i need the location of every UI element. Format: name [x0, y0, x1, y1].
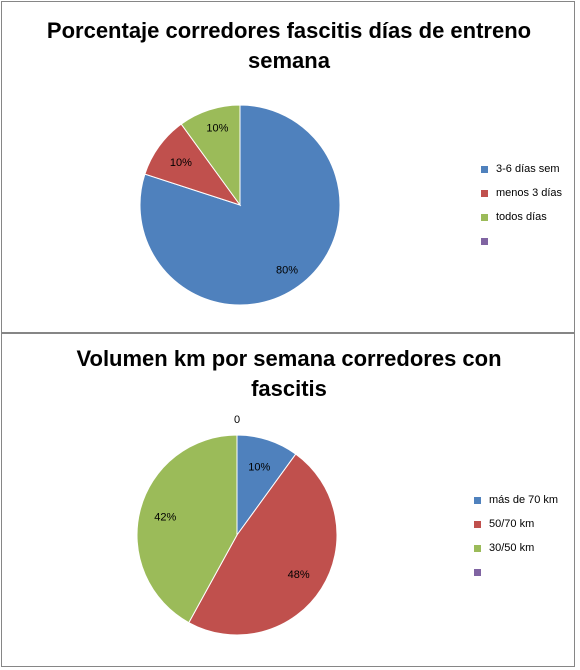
chart-2-legend-item-1: 50/70 km: [474, 512, 558, 536]
chart-1-legend-label-1: menos 3 días: [496, 187, 563, 199]
chart-1-legend-item-3: [481, 229, 562, 253]
chart-1-legend: 3-6 días sem menos 3 días todos días: [481, 157, 562, 253]
chart-2-legend-item-0: más de 70 km: [474, 488, 558, 512]
chart-1-legend-item-1: menos 3 días: [481, 181, 562, 205]
chart-1-legend-swatch-3: [481, 237, 488, 245]
chart-1-legend-label-2: todos días: [496, 211, 547, 223]
chart-2-legend-label-0: más de 70 km: [489, 494, 559, 506]
chart-1-pie: 80% 10% 10%: [139, 104, 341, 306]
chart-2-title: Volumen km por semana corredores con fas…: [76, 346, 502, 401]
chart-2-data-label-2: 42%: [154, 512, 176, 524]
chart-2-legend: más de 70 km 50/70 km 30/50 km: [474, 488, 558, 584]
chart-2-slice-1: [188, 453, 338, 636]
chart-2-data-label-1: 48%: [288, 569, 310, 581]
chart-2-legend-item-2: 30/50 km: [474, 536, 558, 560]
chart-2-legend-label-2: 30/50 km: [489, 542, 535, 554]
chart-2-pie: 10% 48% 42% 0: [136, 414, 338, 636]
chart-1-legend-item-2: todos días: [481, 205, 562, 229]
chart-2-data-label-0: 10%: [248, 462, 270, 474]
chart-1-slice-2: [180, 104, 241, 207]
chart-1-legend-item-0: 3-6 días sem: [481, 157, 562, 181]
chart-2-area: Volumen km por semana corredores con fas…: [1, 333, 575, 667]
chart-2-data-label-3: 0: [234, 414, 240, 426]
chart-1-legend-label-0: 3-6 días sem: [496, 163, 560, 175]
chart-2-legend-swatch-3: [474, 568, 481, 576]
chart-2-legend-swatch-2: [474, 544, 481, 552]
chart-1-data-label-1: 10%: [170, 157, 192, 169]
chart-1-legend-swatch-2: [481, 213, 488, 221]
chart-2-legend-item-3: [474, 560, 558, 584]
chart-1-legend-swatch-0: [481, 165, 488, 173]
chart-1-data-label-2: 10%: [206, 123, 228, 135]
chart-2-legend-label-1: 50/70 km: [489, 518, 535, 530]
chart-1-data-label-0: 80%: [276, 265, 298, 277]
chart-2-legend-swatch-0: [474, 496, 481, 504]
chart-2-legend-swatch-1: [474, 520, 481, 528]
chart-1-title: Porcentaje corredores fascitis días de e…: [46, 18, 532, 73]
chart-2-slice-2: [136, 434, 238, 624]
chart-1-area: Porcentaje corredores fascitis días de e…: [1, 1, 575, 333]
chart-1-legend-swatch-1: [481, 189, 488, 197]
